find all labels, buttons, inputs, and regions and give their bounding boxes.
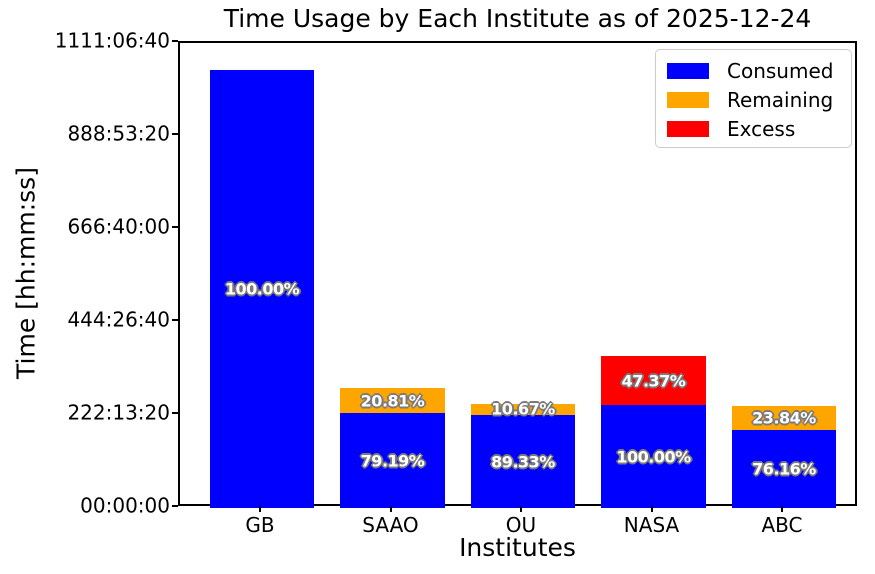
x-tick-mark xyxy=(650,506,653,512)
x-tick-label-nasa: NASA xyxy=(623,513,680,537)
legend-label-excess: Excess xyxy=(727,116,796,141)
legend-item-consumed: Consumed xyxy=(656,56,851,85)
legend: Consumed Remaining Excess xyxy=(655,49,852,148)
legend-swatch-remaining xyxy=(667,91,709,108)
y-tick-label: 222:13:20 xyxy=(67,400,170,425)
y-tick-mark xyxy=(172,133,178,135)
y-tick-label: 666:40:00 xyxy=(67,214,170,239)
bar-label-abc-consumed: 76.16% xyxy=(752,459,816,479)
legend-item-remaining: Remaining xyxy=(656,85,851,114)
legend-label-consumed: Consumed xyxy=(727,58,834,83)
bar-label-ou-remaining: 10.67% xyxy=(491,399,555,419)
plot-area: 100.00% 79.19% 20.81% 89.33% 10.67% 100.00% 47… xyxy=(178,41,857,508)
legend-swatch-consumed xyxy=(667,62,709,79)
bar-segment-excess-nasa xyxy=(601,356,706,405)
bar-segment-consumed-gb xyxy=(209,69,315,508)
bar-label-saao-remaining: 20.81% xyxy=(360,391,425,410)
bar-label-gb-consumed: 100.00% xyxy=(224,279,300,299)
legend-swatch-excess xyxy=(667,120,709,137)
y-tick-mark xyxy=(172,40,178,42)
y-tick-mark xyxy=(172,226,178,228)
x-tick-mark xyxy=(781,506,783,512)
x-tick-label-ou: OU xyxy=(505,513,537,537)
x-tick-mark xyxy=(389,506,392,512)
bar-segment-consumed-nasa xyxy=(601,405,706,508)
bar-label-abc-remaining: 23.84% xyxy=(752,408,816,428)
x-axis-label: Institutes xyxy=(459,533,576,562)
bar-segment-remaining-saao xyxy=(340,388,445,413)
y-tick-label: 1111:06:40 xyxy=(54,28,170,53)
x-tick-label-saao: SAAO xyxy=(362,513,419,537)
bar-label-nasa-excess: 47.37% xyxy=(621,371,686,391)
y-axis-label: Time [hh:mm:ss] xyxy=(11,167,41,379)
bar-segment-consumed-saao xyxy=(340,413,445,508)
legend-label-remaining: Remaining xyxy=(727,87,834,112)
bar-segment-consumed-ou xyxy=(470,415,576,508)
y-tick-label: 00:00:00 xyxy=(80,493,170,518)
bar-segment-remaining-ou xyxy=(470,403,576,415)
chart-title: Time Usage by Each Institute as of 2025-… xyxy=(223,4,812,33)
bar-label-ou-consumed: 89.33% xyxy=(491,452,555,471)
bar-label-nasa-consumed: 100.00% xyxy=(616,447,691,466)
y-tick-mark xyxy=(172,319,178,321)
y-tick-mark xyxy=(172,412,178,414)
bar-label-saao-consumed: 79.19% xyxy=(360,451,425,470)
y-tick-label: 888:53:20 xyxy=(67,121,170,146)
x-tick-mark xyxy=(259,506,261,512)
legend-item-excess: Excess xyxy=(656,114,851,143)
x-tick-label-gb: GB xyxy=(245,513,275,537)
y-tick-mark xyxy=(172,505,178,507)
x-tick-label-abc: ABC xyxy=(761,513,803,537)
bar-segment-consumed-abc xyxy=(731,429,837,508)
bar-segment-remaining-abc xyxy=(731,405,837,430)
y-tick-label: 444:26:40 xyxy=(67,307,170,332)
x-tick-mark xyxy=(520,506,522,512)
